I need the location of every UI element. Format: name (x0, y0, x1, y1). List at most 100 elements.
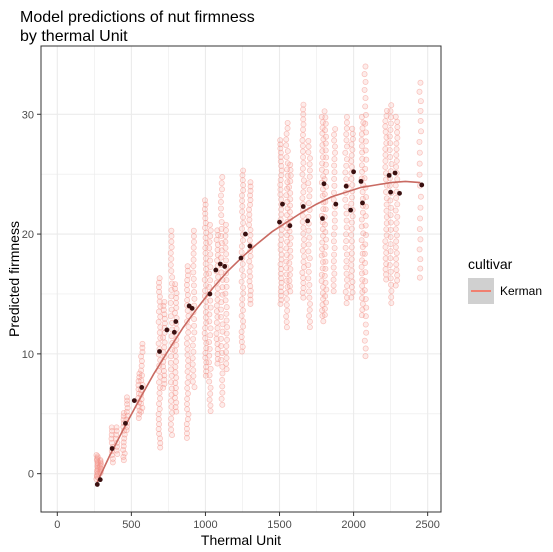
observed-point (160, 334, 167, 341)
observed-point (306, 173, 313, 180)
observed-point (343, 137, 350, 144)
observed-point (300, 177, 307, 184)
observed-point (240, 307, 246, 314)
predicted-point (109, 446, 115, 451)
predicted-point (189, 305, 195, 311)
observed-point (278, 226, 285, 233)
observed-point (283, 258, 290, 265)
observed-point (247, 292, 254, 299)
observed-point (287, 283, 293, 290)
observed-point (358, 237, 365, 244)
observed-point (300, 230, 307, 237)
observed-point (393, 250, 400, 257)
observed-point (206, 352, 213, 359)
observed-point (207, 325, 214, 332)
observed-point (277, 261, 284, 268)
observed-point (239, 203, 246, 210)
legend-item-kerman: Kerman (468, 278, 542, 304)
observed-point (138, 367, 145, 374)
observed-point (207, 365, 214, 372)
observed-point (223, 283, 230, 290)
observed-point (349, 213, 356, 220)
observed-point (168, 227, 175, 234)
observed-point (330, 189, 337, 196)
observed-point (156, 329, 163, 336)
predicted-point (300, 204, 306, 209)
observed-point (184, 379, 191, 386)
observed-point (343, 251, 350, 258)
y-tick-label: 10 (22, 349, 34, 361)
observed-point (394, 129, 401, 136)
observed-point (388, 288, 395, 294)
observed-point (247, 227, 254, 233)
observed-point (387, 212, 394, 219)
observed-point (394, 176, 401, 183)
observed-point (218, 306, 224, 313)
predicted-point (397, 190, 402, 196)
observed-point (161, 372, 168, 379)
observed-point (168, 238, 175, 245)
observed-point (394, 124, 401, 130)
observed-point (287, 178, 294, 185)
observed-point (277, 145, 284, 152)
predicted-point (419, 182, 425, 188)
observed-point (155, 411, 162, 418)
observed-point (348, 294, 355, 301)
observed-point (278, 206, 285, 213)
predicted-point (247, 243, 253, 249)
legend-title: cultivar (468, 256, 513, 272)
observed-point (284, 172, 291, 179)
observed-point (305, 248, 312, 255)
observed-point (362, 78, 369, 85)
observed-point (300, 224, 307, 231)
predicted-point (360, 200, 365, 206)
observed-point (239, 266, 245, 273)
observed-point (331, 175, 338, 182)
observed-point (286, 184, 293, 191)
observed-point (300, 126, 307, 133)
observed-point (359, 250, 366, 257)
y-tick-label: 30 (22, 109, 34, 121)
observed-point (392, 207, 399, 214)
observed-point (299, 218, 306, 225)
observed-point (318, 252, 325, 259)
observed-point (238, 243, 245, 250)
observed-point (278, 211, 285, 218)
observed-point (218, 395, 225, 402)
observed-point (416, 149, 423, 156)
observed-point (156, 284, 162, 291)
observed-point (348, 250, 355, 257)
predicted-point (287, 223, 293, 229)
observed-point (416, 138, 423, 145)
observed-point (184, 430, 190, 437)
observed-point (223, 304, 230, 311)
observed-point (190, 275, 197, 282)
observed-point (218, 314, 224, 320)
observed-point (161, 320, 168, 327)
observed-point (330, 288, 337, 295)
chart-title-line-1: Model predictions of nut firmness (20, 9, 255, 26)
observed-point (206, 284, 213, 290)
observed-point (240, 318, 247, 325)
observed-point (191, 329, 198, 336)
observed-point (278, 279, 285, 286)
observed-point (299, 171, 306, 178)
observed-point (246, 268, 253, 275)
observed-point (239, 225, 245, 232)
observed-point (218, 180, 225, 187)
observed-point (161, 344, 168, 351)
observed-point (386, 147, 393, 154)
observed-point (306, 186, 313, 193)
observed-point (278, 256, 285, 263)
observed-point (387, 197, 394, 204)
predicted-point (97, 477, 103, 483)
observed-point (277, 149, 284, 156)
observed-point (173, 358, 180, 365)
observed-point (238, 348, 245, 355)
observed-point (172, 385, 179, 391)
observed-point (387, 126, 394, 133)
observed-point (207, 408, 214, 414)
grid-major (41, 46, 441, 512)
observed-point (349, 146, 356, 153)
observed-point (190, 367, 197, 374)
